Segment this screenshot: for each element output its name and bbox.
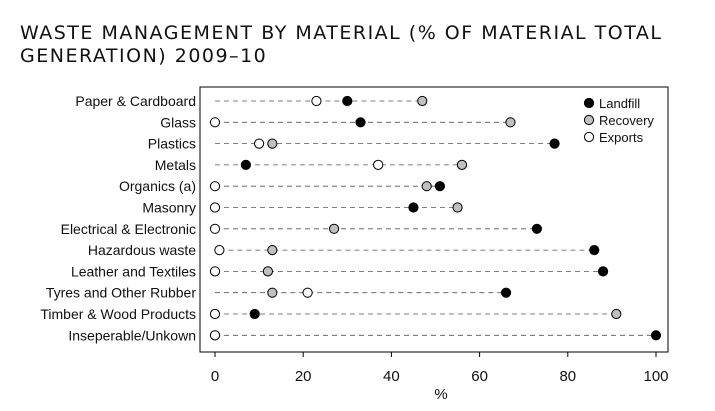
landfill-point-hazardous-waste bbox=[589, 245, 600, 256]
recovery-point-plastics bbox=[267, 138, 278, 149]
chart-title: WASTE MANAGEMENT BY MATERIAL (% OF MATER… bbox=[20, 22, 663, 67]
legend-label-exports: Exports bbox=[599, 130, 644, 145]
category-label-masonry: Masonry bbox=[142, 200, 196, 216]
landfill-point-leather-and-textiles bbox=[597, 266, 609, 277]
landfill-point-masonry bbox=[408, 202, 419, 213]
recovery-point-organics-a bbox=[421, 181, 432, 192]
landfill-point-metals bbox=[240, 159, 251, 170]
exports-point-tyres-and-other-rubber bbox=[302, 287, 313, 298]
recovery-point-paper-cardboard bbox=[417, 95, 428, 107]
exports-point-metals bbox=[373, 159, 384, 170]
recovery-point-masonry bbox=[452, 202, 463, 213]
x-tick-label: 40 bbox=[383, 368, 400, 385]
x-tick-label: 80 bbox=[559, 368, 576, 385]
x-axis-label: % bbox=[434, 386, 447, 403]
legend-marker-landfill bbox=[583, 97, 595, 109]
landfill-point-inseperable-unkown bbox=[650, 330, 662, 341]
category-label-inseperable-unkown: Inseperable/Unkown bbox=[68, 327, 196, 343]
exports-point-glass bbox=[209, 117, 221, 128]
legend-label-landfill: Landfill bbox=[599, 96, 640, 111]
landfill-point-plastics bbox=[549, 138, 560, 149]
recovery-point-timber-wood-products bbox=[611, 308, 622, 320]
legend: Landfill Recovery Exports bbox=[583, 96, 654, 145]
exports-point-timber-wood-products bbox=[209, 308, 221, 320]
landfill-point-tyres-and-other-rubber bbox=[500, 287, 512, 298]
category-label-leather-and-textiles: Leather and Textiles bbox=[71, 263, 196, 279]
recovery-point-electrical-electronic bbox=[328, 223, 340, 234]
recovery-point-metals bbox=[456, 159, 468, 170]
category-label-tyres-and-other-rubber: Tyres and Other Rubber bbox=[46, 285, 197, 301]
recovery-point-tyres-and-other-rubber bbox=[267, 287, 278, 298]
category-label-organics-a: Organics (a) bbox=[119, 178, 196, 194]
x-tick-label: 100 bbox=[643, 368, 668, 385]
legend-marker-exports bbox=[583, 131, 595, 143]
category-label-plastics: Plastics bbox=[148, 136, 196, 152]
exports-point-paper-cardboard bbox=[311, 95, 322, 107]
category-label-metals: Metals bbox=[155, 157, 196, 173]
landfill-point-glass bbox=[355, 117, 366, 128]
exports-point-organics-a bbox=[209, 181, 221, 192]
x-tick-label: 0 bbox=[211, 368, 219, 385]
exports-point-hazardous-waste bbox=[214, 245, 225, 256]
category-label-glass: Glass bbox=[160, 114, 196, 130]
landfill-point-timber-wood-products bbox=[249, 308, 260, 320]
landfill-point-organics-a bbox=[434, 181, 446, 192]
exports-point-electrical-electronic bbox=[209, 223, 221, 234]
landfill-point-paper-cardboard bbox=[342, 95, 353, 107]
legend-label-recovery: Recovery bbox=[599, 113, 654, 128]
plot-frame bbox=[199, 86, 669, 353]
category-label-hazardous-waste: Hazardous waste bbox=[88, 242, 196, 258]
exports-point-leather-and-textiles bbox=[209, 266, 221, 277]
recovery-point-glass bbox=[505, 117, 516, 128]
category-label-paper-cardboard: Paper & Cardboard bbox=[75, 93, 196, 109]
exports-point-masonry bbox=[209, 202, 221, 213]
legend-marker-recovery bbox=[583, 114, 595, 126]
category-label-timber-wood-products: Timber & Wood Products bbox=[40, 306, 196, 322]
landfill-point-electrical-electronic bbox=[531, 223, 543, 234]
recovery-point-hazardous-waste bbox=[267, 245, 278, 256]
recovery-point-leather-and-textiles bbox=[262, 266, 274, 277]
exports-point-inseperable-unkown bbox=[209, 330, 221, 341]
x-tick-label: 60 bbox=[471, 368, 488, 385]
exports-point-plastics bbox=[254, 138, 265, 149]
category-label-electrical-electronic: Electrical & Electronic bbox=[61, 221, 196, 237]
x-tick-label: 20 bbox=[295, 368, 312, 385]
